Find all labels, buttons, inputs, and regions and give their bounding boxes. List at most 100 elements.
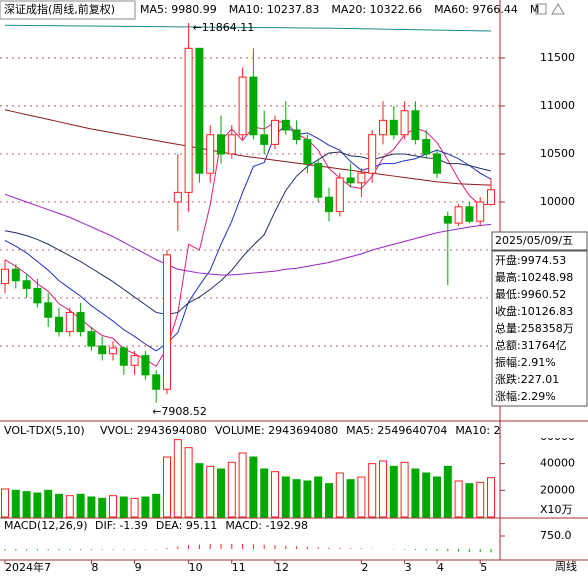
x-tick-label: 10 (189, 561, 203, 574)
x-axis-label: 周线 (555, 559, 577, 573)
candle-body (163, 254, 171, 390)
volume-bar (465, 483, 474, 518)
volume-bar (325, 483, 333, 518)
x-tick-label: 11 (232, 561, 246, 574)
volume-bar (152, 493, 161, 518)
candle-body (400, 110, 409, 136)
candle-body (346, 177, 355, 184)
ma-line (4, 124, 492, 352)
candle-body (44, 302, 53, 318)
ma-line (4, 193, 492, 276)
x-tick-label: 2024年7 (5, 560, 51, 574)
volume-bar (22, 491, 31, 518)
candle-body (227, 134, 236, 155)
info-date: 2025/05/09/五 (495, 234, 573, 247)
ma-line (4, 151, 492, 315)
y-tick-label: 750.0 (540, 529, 572, 542)
volume-bar (379, 460, 387, 518)
candle-body (260, 134, 269, 145)
macd-label: DEA: 95.11 (156, 519, 217, 532)
volume-label: VOLUME: 2943694080 (215, 424, 338, 437)
volume-bar (76, 493, 85, 518)
volume-bar (119, 496, 128, 518)
legend-entry: M (530, 3, 540, 16)
candle-body (433, 153, 441, 174)
x-tick-label: 3 (405, 561, 412, 574)
candle-body (314, 163, 323, 198)
volume-bar (11, 489, 20, 518)
volume-bar (173, 439, 182, 518)
y-tick-label: 20000 (540, 483, 575, 496)
icon[interactable] (535, 3, 547, 15)
volume-bar (487, 477, 495, 518)
volume-bar (422, 472, 431, 518)
volume-label: MA5: 2549640704 (346, 424, 447, 437)
candle-body (368, 134, 377, 174)
volume-bar (163, 456, 171, 518)
y-tick-label: 11500 (540, 51, 575, 64)
y-tick-label: 10500 (540, 147, 575, 160)
volume-bar (368, 463, 377, 518)
chart-title: 深证成指(周线,前复权) (4, 2, 115, 16)
icon[interactable] (551, 3, 565, 15)
volume-bar (433, 476, 441, 518)
macd-title: MACD(12,26,9) (4, 519, 88, 532)
volume-bar (346, 479, 355, 518)
ma-line (4, 120, 492, 367)
info-row: 总量:258358万 (495, 321, 574, 335)
annotation: ←7908.52 (152, 405, 207, 418)
info-row: 振幅:2.91% (495, 355, 556, 369)
volume-bar (87, 496, 96, 518)
volume-bar (1, 488, 9, 518)
info-row: 涨跌:227.01 (495, 372, 559, 386)
volume-bar (206, 465, 215, 518)
volume-bar (238, 452, 247, 518)
volume-bar (314, 476, 323, 518)
candle-body (109, 347, 117, 355)
volume-bar (249, 456, 258, 518)
volume-bar (44, 489, 53, 518)
volume-bar (33, 492, 42, 518)
info-row: 最低:9960.52 (495, 288, 566, 301)
volume-bar (195, 463, 204, 518)
volume-bar (109, 495, 117, 518)
info-row: 最高:10248.98 (495, 270, 573, 284)
volume-bar (227, 461, 236, 518)
candle-body (238, 76, 247, 136)
candle-body (1, 268, 9, 285)
candle-body (281, 119, 290, 131)
y-tick-label: 40000 (540, 457, 575, 470)
candle-body (422, 139, 431, 155)
macd-label: MACD: -192.98 (225, 519, 308, 532)
volume-bar (55, 493, 63, 518)
clip-cover (501, 424, 588, 438)
volume-bar (141, 496, 150, 518)
candle-body (130, 355, 139, 366)
candle-body (98, 345, 107, 355)
volume-bar (184, 447, 193, 518)
volume-title: VOL-TDX(5,10) (4, 424, 85, 437)
volume-bar (292, 479, 301, 518)
x-tick-label: 9 (135, 561, 142, 574)
volume-bar (271, 471, 279, 518)
candle-body (443, 215, 452, 224)
candle-body (303, 139, 312, 165)
volume-bar (260, 468, 269, 518)
volume-bar (335, 472, 344, 518)
volume-bar (303, 480, 312, 518)
candle-body (33, 287, 42, 304)
volume-bar (130, 497, 139, 518)
candle-body (335, 177, 344, 213)
title-box (0, 0, 136, 20)
candle-body (454, 206, 463, 224)
candle-body (22, 280, 31, 289)
volume-unit: X10万 (540, 503, 573, 516)
candle-body (87, 331, 96, 347)
candle-body (357, 172, 366, 184)
candle-body (271, 119, 279, 145)
candle-body (55, 316, 63, 333)
ma-line (4, 109, 492, 186)
x-tick-label: 12 (275, 561, 289, 574)
volume-bar (281, 476, 290, 518)
